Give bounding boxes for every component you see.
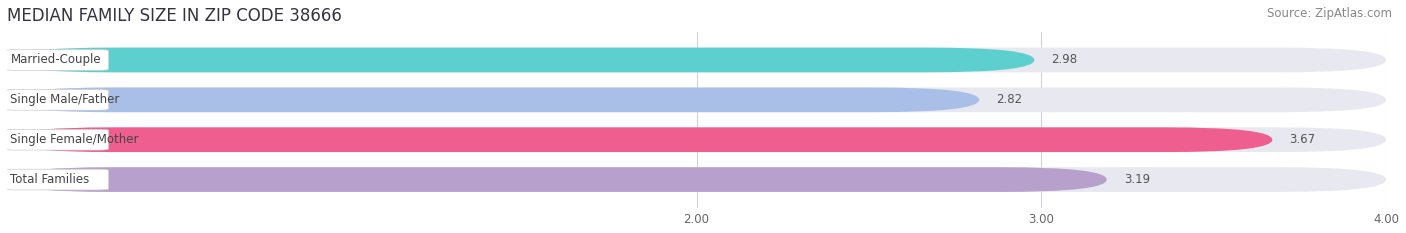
FancyBboxPatch shape: [6, 129, 108, 150]
Text: 3.19: 3.19: [1123, 173, 1150, 186]
Text: Total Families: Total Families: [10, 173, 90, 186]
FancyBboxPatch shape: [7, 127, 1272, 152]
FancyBboxPatch shape: [7, 127, 1386, 152]
FancyBboxPatch shape: [6, 89, 108, 110]
Text: 3.67: 3.67: [1289, 133, 1316, 146]
Text: Single Male/Father: Single Male/Father: [10, 93, 120, 106]
FancyBboxPatch shape: [7, 87, 1386, 112]
FancyBboxPatch shape: [6, 169, 108, 190]
Text: Married-Couple: Married-Couple: [10, 53, 101, 66]
Text: MEDIAN FAMILY SIZE IN ZIP CODE 38666: MEDIAN FAMILY SIZE IN ZIP CODE 38666: [7, 7, 342, 25]
Text: Source: ZipAtlas.com: Source: ZipAtlas.com: [1267, 7, 1392, 20]
FancyBboxPatch shape: [7, 48, 1035, 72]
FancyBboxPatch shape: [7, 87, 979, 112]
FancyBboxPatch shape: [6, 50, 108, 70]
Text: Single Female/Mother: Single Female/Mother: [10, 133, 139, 146]
FancyBboxPatch shape: [7, 48, 1386, 72]
FancyBboxPatch shape: [7, 167, 1386, 192]
Text: 2.82: 2.82: [997, 93, 1022, 106]
FancyBboxPatch shape: [7, 167, 1107, 192]
Text: 2.98: 2.98: [1052, 53, 1078, 66]
